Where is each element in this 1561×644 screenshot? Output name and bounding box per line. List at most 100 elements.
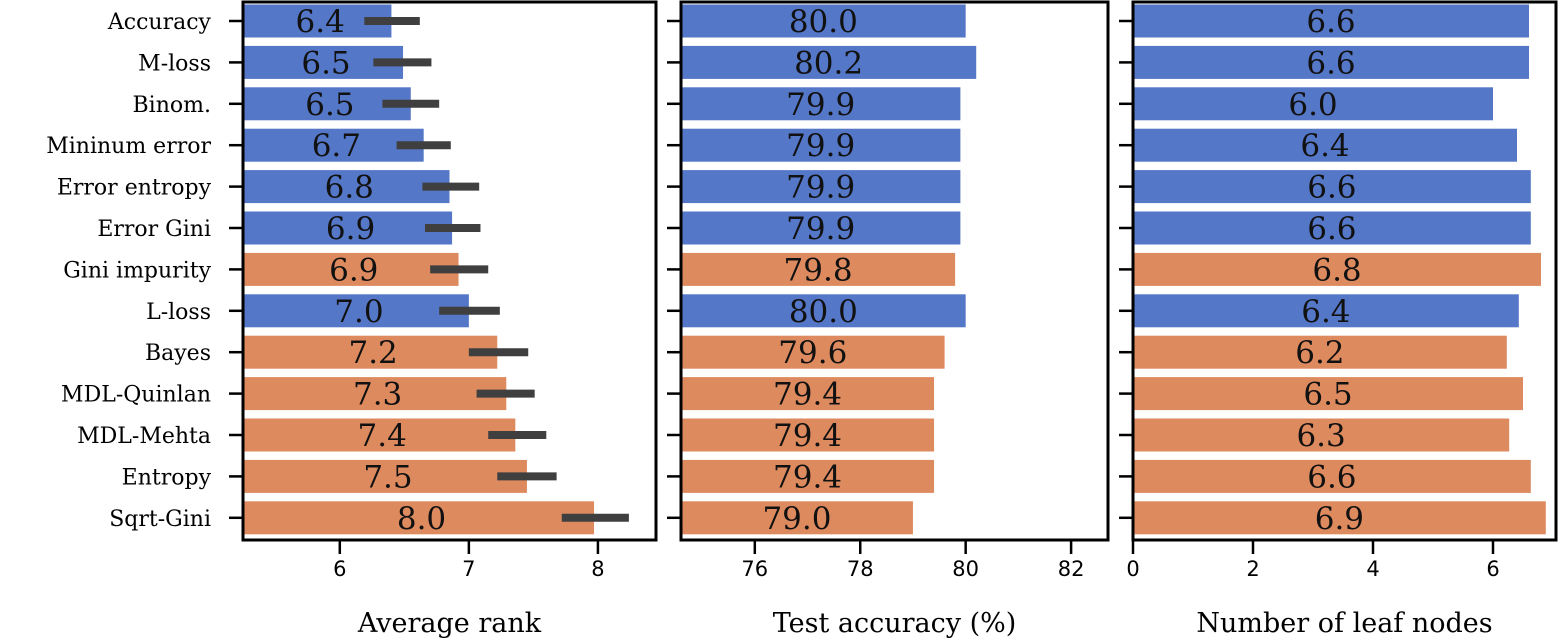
category-label: Binom. [133, 93, 211, 118]
bar-value-label: 6.4 [1301, 294, 1350, 330]
x-tick-label: 78 [847, 557, 874, 581]
bar-2-12 [1133, 501, 1546, 535]
bar-value-label: 6.8 [325, 170, 374, 206]
panel-leaf-nodes: 6.6 6.6 6.0 6.4 6.6 6.6 6.8 6.4 6.2 6.5 6.3 6.6 6.9 0… [1119, 0, 1558, 639]
bar-value-label: 79.8 [784, 252, 853, 288]
category-label: Entropy [122, 465, 212, 490]
bar-value-label: 6.6 [1306, 4, 1355, 40]
bar-value-label: 6.8 [1312, 252, 1361, 288]
plot-frame [241, 0, 658, 542]
category-label: M-loss [138, 51, 211, 76]
category-label: Sqrt-Gini [109, 507, 211, 532]
bar-2-6 [1133, 252, 1541, 286]
bar-value-label: 79.9 [786, 87, 855, 123]
x-axis-label: Test accuracy (%) [773, 608, 1017, 639]
x-tick-label: 76 [741, 557, 768, 581]
bar-2-8 [1133, 335, 1507, 369]
bar-value-label: 80.0 [789, 294, 858, 330]
bar-value-label: 79.6 [778, 335, 847, 371]
category-label: MDL-Quinlan [61, 383, 211, 408]
bar-1-6 [681, 252, 956, 286]
bar-value-label: 6.4 [296, 4, 345, 40]
x-tick-label: 6 [1486, 557, 1499, 581]
bar-value-label: 6.0 [1288, 87, 1337, 123]
bar-0-3 [243, 128, 424, 162]
x-tick-label: 80 [952, 557, 979, 581]
category-label: MDL-Mehta [77, 424, 211, 449]
bar-1-11 [681, 459, 935, 493]
x-tick-label: 82 [1058, 557, 1085, 581]
bar-value-label: 6.2 [1295, 335, 1344, 371]
plot-frame [679, 0, 1110, 542]
bar-0-6 [243, 252, 459, 286]
bar-value-label: 79.0 [762, 501, 831, 537]
panel-average-rank: 6.4 6.5 6.5 6.7 6.8 6.9 6.9 7.0 7.2 7.3 7.4 7.5 8.0 6… [229, 0, 658, 639]
x-tick-label: 2 [1246, 557, 1259, 581]
bar-value-label: 6.6 [1307, 459, 1356, 495]
bar-value-label: 6.6 [1306, 45, 1355, 81]
bar-value-label: 80.0 [789, 4, 858, 40]
category-label: L-loss [146, 300, 211, 325]
bar-value-label: 6.4 [1300, 128, 1349, 164]
bar-value-label: 7.0 [334, 294, 383, 330]
bar-value-label: 79.9 [786, 211, 855, 247]
bar-0-4 [243, 170, 450, 204]
bar-value-label: 6.3 [1296, 418, 1345, 454]
bar-value-label: 7.5 [363, 459, 412, 495]
x-axis-label: Average rank [357, 608, 542, 639]
x-axis-label: Number of leaf nodes [1196, 608, 1492, 639]
bar-1-10 [681, 418, 935, 452]
bar-2-3 [1133, 128, 1517, 162]
category-label: Error Gini [97, 217, 211, 242]
bar-value-label: 79.9 [786, 128, 855, 164]
bar-value-label: 6.9 [329, 252, 378, 288]
bar-1-7 [681, 294, 966, 328]
bar-value-label: 6.9 [326, 211, 375, 247]
category-label: Error entropy [57, 176, 212, 201]
bar-0-12 [243, 501, 595, 535]
bar-value-label: 8.0 [397, 501, 446, 537]
bar-1-8 [681, 335, 945, 369]
category-label: Bayes [145, 341, 211, 366]
bar-value-label: 7.2 [348, 335, 397, 371]
category-label: Gini impurity [63, 258, 211, 283]
bar-1-3 [681, 128, 961, 162]
bar-1-2 [681, 87, 961, 121]
bar-2-11 [1133, 459, 1531, 493]
bar-value-label: 79.9 [786, 170, 855, 206]
bar-1-4 [681, 170, 961, 204]
panel-test-accuracy: 80.0 80.2 79.9 79.9 79.9 79.9 79.8 80.0 79.6 79.4… [667, 0, 1110, 639]
bar-value-label: 79.4 [773, 418, 842, 454]
x-tick-label: 4 [1366, 557, 1379, 581]
bar-value-label: 6.9 [1315, 501, 1364, 537]
bar-2-9 [1133, 377, 1523, 411]
x-tick-label: 8 [591, 557, 604, 581]
bar-2-0 [1133, 4, 1529, 38]
category-labels: Accuracy M-loss Binom. Mininum error Error e… [46, 10, 211, 532]
category-label: Mininum error [46, 134, 211, 159]
bar-value-label: 80.2 [794, 45, 863, 81]
bar-0-9 [243, 377, 507, 411]
bar-value-label: 6.6 [1307, 211, 1356, 247]
bar-1-1 [681, 45, 977, 79]
bar-0-5 [243, 211, 453, 245]
bar-2-1 [1133, 45, 1529, 79]
plot-frame [1131, 0, 1558, 542]
bar-2-7 [1133, 294, 1519, 328]
bar-value-label: 6.6 [1307, 170, 1356, 206]
bar-value-label: 6.7 [312, 128, 361, 164]
bar-2-10 [1133, 418, 1510, 452]
bar-2-4 [1133, 170, 1531, 204]
x-tick-label: 7 [462, 557, 475, 581]
bar-value-label: 79.4 [773, 459, 842, 495]
bar-2-2 [1133, 87, 1493, 121]
bar-value-label: 7.3 [353, 377, 402, 413]
bar-0-7 [243, 294, 469, 328]
bar-value-label: 6.5 [1303, 377, 1352, 413]
x-tick-label: 0 [1126, 557, 1139, 581]
bar-1-5 [681, 211, 961, 245]
bar-0-8 [243, 335, 498, 369]
bar-value-label: 6.5 [301, 45, 350, 81]
bar-value-label: 7.4 [358, 418, 407, 454]
